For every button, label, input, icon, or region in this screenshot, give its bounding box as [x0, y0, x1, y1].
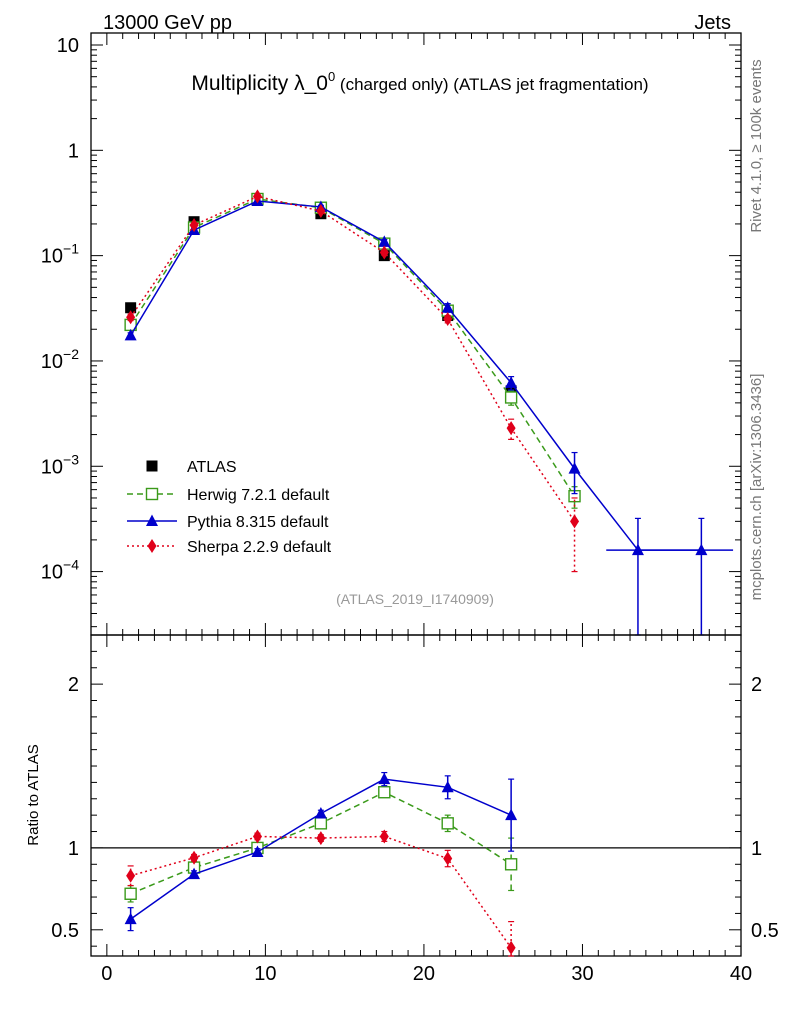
ratio-pythia-point: [124, 912, 137, 925]
main-pythia-line: [129, 200, 702, 551]
ratio-y-label: Ratio to ATLAS: [25, 744, 42, 845]
ratio-y-tick-label-right: 2: [751, 674, 762, 696]
main-sherpa-point: [443, 312, 453, 327]
y-tick-label-exp: −4: [63, 557, 79, 573]
legend-data-marker: [146, 460, 158, 472]
y-tick-label: 10−1: [41, 241, 79, 268]
header-right: Jets: [694, 12, 731, 34]
x-tick-label: 40: [730, 963, 752, 985]
main-pythia-point: [568, 462, 581, 474]
y-tick-label: 10: [57, 35, 79, 57]
y-tick-label-base: 10: [57, 35, 79, 57]
ratio-sherpa-point: [126, 868, 136, 883]
ratio-y-tick-label-right: 1: [751, 838, 762, 860]
plot-title-sup: 0: [328, 69, 335, 84]
ratio-sherpa-point: [506, 940, 516, 955]
y-tick-label: 1: [68, 140, 79, 162]
y-tick-label-exp: −2: [63, 346, 79, 362]
main-sherpa-point: [379, 245, 389, 260]
main-sherpa-point: [316, 204, 326, 219]
plot-title-main: Multiplicity λ_0: [191, 72, 328, 95]
x-tick-label: 30: [571, 963, 593, 985]
y-tick-label-base: 1: [68, 140, 79, 162]
ratio-pythia-point: [251, 845, 264, 858]
main-sherpa-point: [126, 310, 136, 325]
ratio-y-tick-label-left: 1: [68, 838, 79, 860]
ratio-y-tick-label-left: 2: [68, 674, 79, 696]
mcplots-label: mcplots.cern.ch [arXiv:1306.3436]: [748, 374, 765, 601]
y-tick-label-exp: −3: [63, 451, 79, 467]
legend-herwig-label: Herwig 7.2.1 default: [187, 487, 330, 504]
y-tick-label-base: 10: [41, 246, 63, 268]
ratio-pythia-line: [130, 778, 512, 920]
legend: ATLAS Herwig 7.2.1 default Pythia 8.315 de…: [127, 459, 332, 556]
ratio-y-tick-label-right: 0.5: [751, 920, 779, 942]
legend-data-label: ATLAS: [187, 459, 237, 476]
ratio-sherpa-point: [189, 850, 199, 865]
ratio-plot-panel: 0.5 0.51 12 20 10 20 30 40: [51, 634, 779, 985]
main-sherpa-point: [189, 218, 199, 233]
ratio-herwig-point: [314, 817, 328, 830]
main-pythia-point: [505, 376, 518, 388]
analysis-tag: (ATLAS_2019_I1740909): [336, 591, 494, 607]
main-pythia-point: [441, 301, 454, 313]
ratio-pythia-point: [505, 808, 518, 821]
legend-sherpa-label: Sherpa 2.2.9 default: [187, 539, 332, 556]
main-pythia-point: [378, 235, 391, 247]
y-tick-label-exp: −1: [63, 241, 79, 257]
ratio-herwig-point: [378, 786, 391, 799]
main-sherpa-point: [570, 514, 580, 529]
ratio-pythia-point: [314, 807, 327, 819]
y-tick-label: 10−4: [41, 557, 79, 584]
legend-pythia-marker: [146, 514, 158, 526]
ratio-sherpa-point: [316, 831, 326, 846]
ratio-sherpa-point: [252, 829, 262, 844]
ratio-sherpa-line: [130, 835, 512, 949]
ratio-sherpa-point: [443, 851, 453, 866]
y-tick-label: 10−3: [41, 451, 79, 478]
ratio-pythia-point: [188, 867, 201, 880]
ratio-sherpa-point: [379, 829, 389, 844]
y-tick-label-base: 10: [41, 351, 63, 373]
x-tick-label: 10: [254, 963, 276, 985]
x-tick-label: 0: [101, 963, 112, 985]
header-left: 13000 GeV pp: [103, 12, 232, 34]
main-sherpa-point: [252, 189, 262, 204]
ratio-herwig-point: [504, 858, 518, 871]
ratio-herwig-point: [124, 887, 137, 900]
legend-herwig-marker: [145, 487, 159, 501]
ratio-plot-frame: [90, 634, 742, 957]
ratio-pythia-point: [378, 772, 391, 785]
main-herwig-point: [504, 391, 518, 404]
main-data-point: [125, 302, 137, 314]
main-herwig-line: [130, 198, 576, 497]
ratio-pythia-point: [441, 780, 454, 793]
plot-title-suffix: (charged only) (ATLAS jet fragmentation): [335, 75, 648, 94]
ratio-y-tick-label-left: 0.5: [51, 920, 79, 942]
rivet-label: Rivet 4.1.0, ≥ 100k events: [748, 59, 765, 232]
x-tick-label: 20: [413, 963, 435, 985]
main-pythia-point: [124, 328, 137, 341]
ratio-herwig-point: [441, 817, 454, 830]
y-tick-label: 10−2: [41, 346, 79, 373]
y-tick-label-base: 10: [41, 562, 63, 584]
y-tick-label-base: 10: [41, 456, 63, 478]
plot-title: Multiplicity λ_00 (charged only) (ATLAS …: [191, 69, 648, 95]
legend-pythia-label: Pythia 8.315 default: [187, 514, 329, 531]
main-sherpa-point: [506, 421, 516, 436]
legend-sherpa-marker: [147, 539, 157, 553]
